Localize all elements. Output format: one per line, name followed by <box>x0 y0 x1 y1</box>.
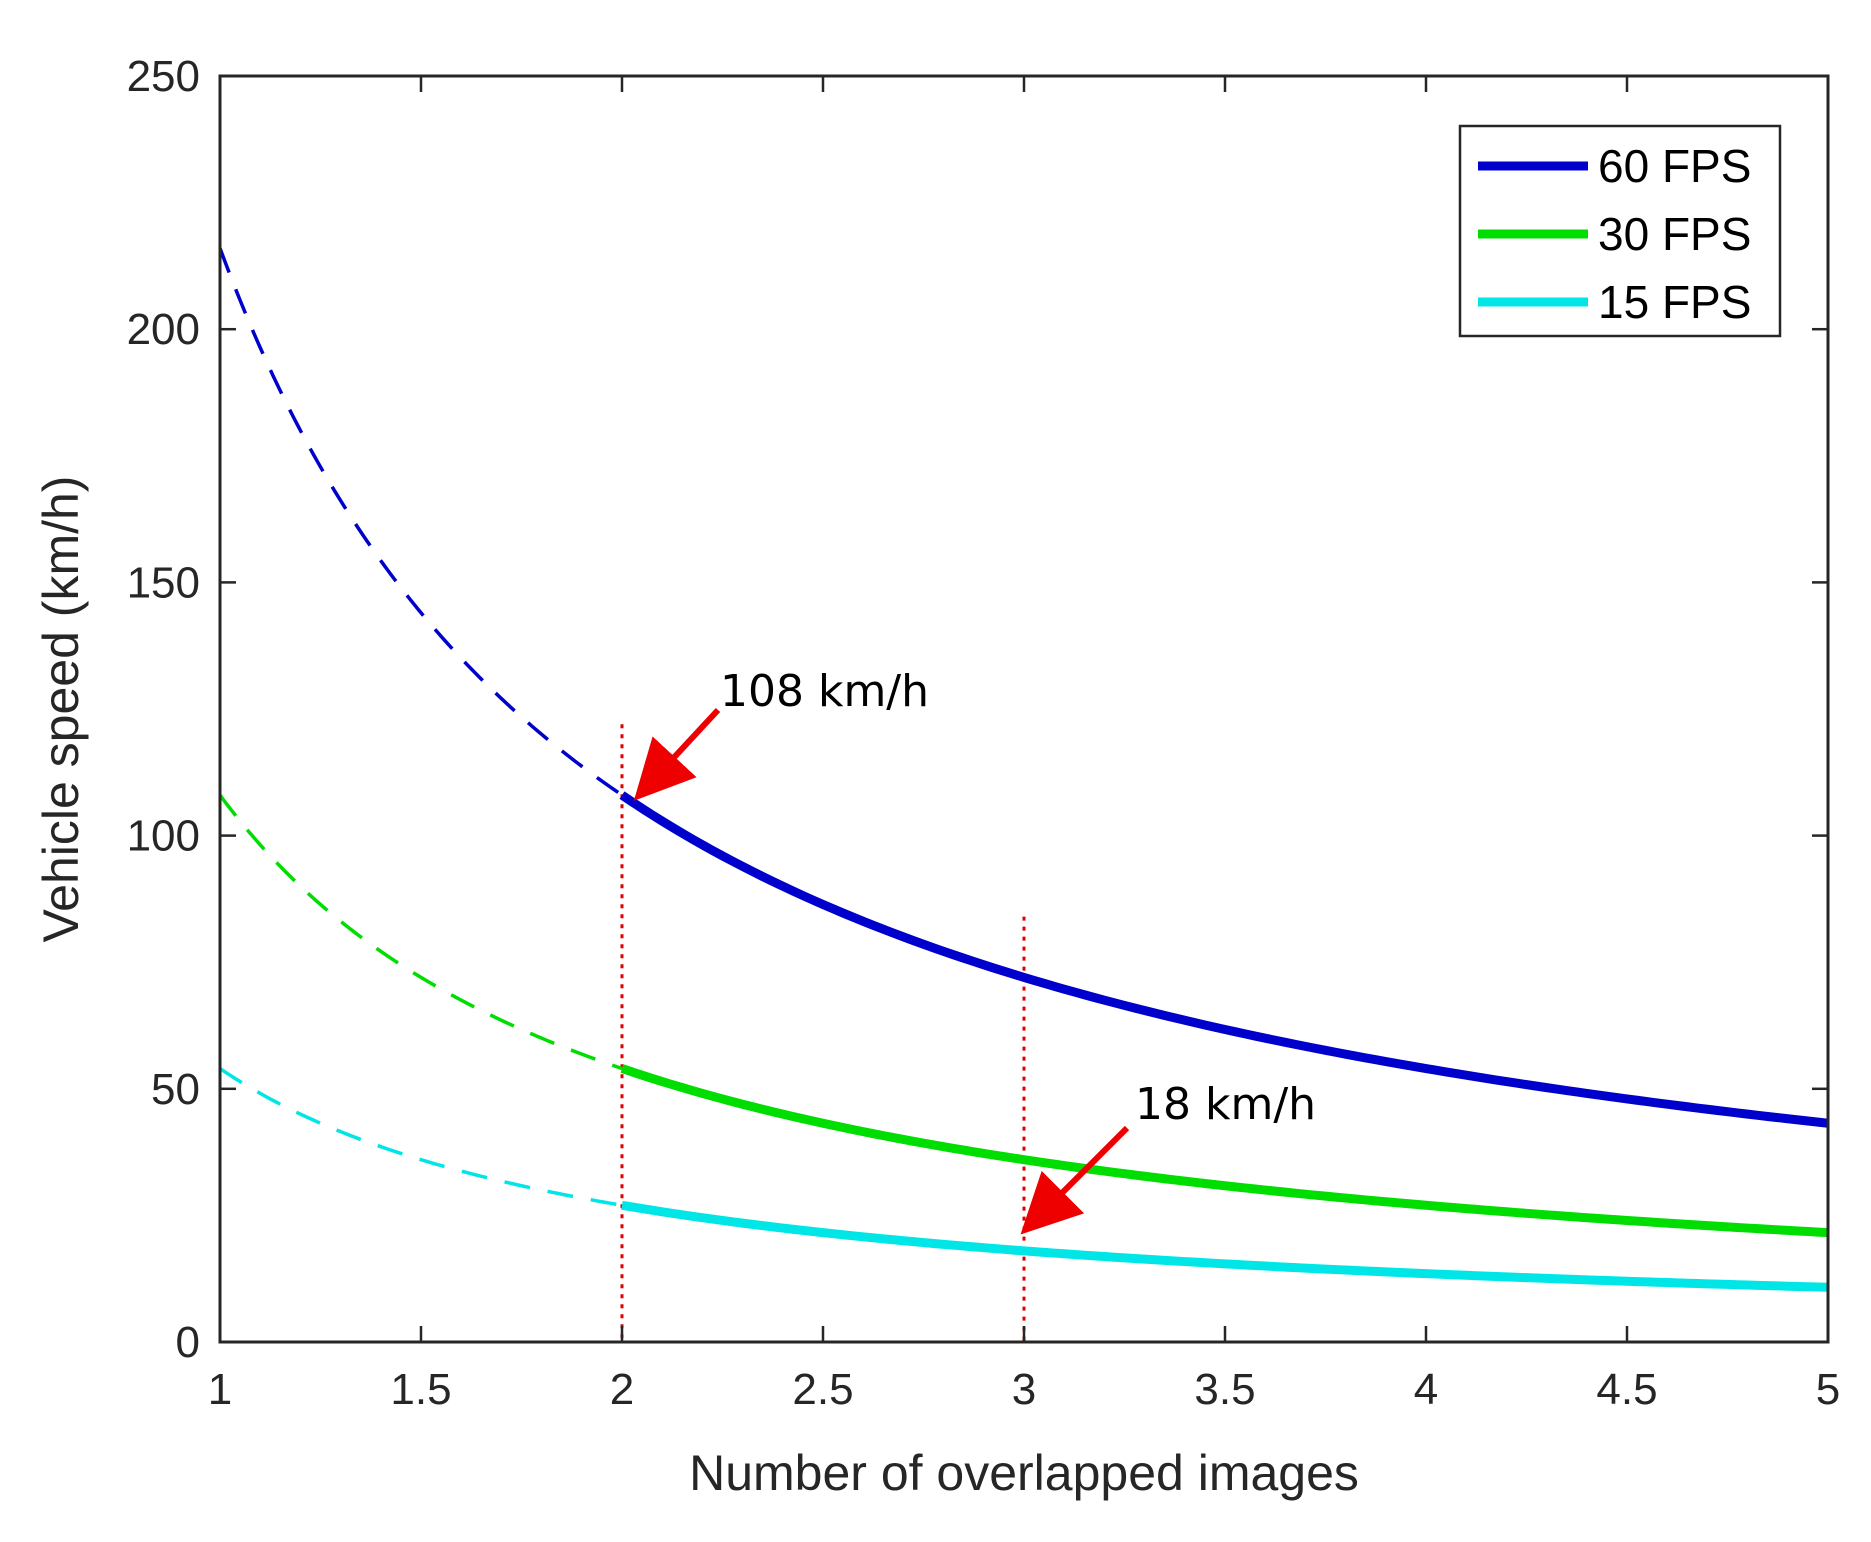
y-tick-label: 250 <box>127 52 200 101</box>
x-tick-label: 1.5 <box>390 1365 451 1414</box>
y-axis-title: Vehicle speed (km/h) <box>33 476 89 943</box>
x-tick-label: 1 <box>208 1365 232 1414</box>
x-tick-label: 4.5 <box>1596 1365 1657 1414</box>
legend-label: 15 FPS <box>1598 276 1751 328</box>
y-tick-labels: 0 50 100 150 200 250 <box>127 52 200 1367</box>
legend: 60 FPS 30 FPS 15 FPS <box>1458 124 1782 338</box>
legend-label: 60 FPS <box>1598 140 1751 192</box>
series-15-fps-dashed <box>219 1067 623 1207</box>
curves <box>218 247 1829 1292</box>
series-60-fps-dashed <box>218 247 623 797</box>
axis-ticks <box>218 74 1830 1344</box>
x-tick-label: 5 <box>1816 1365 1840 1414</box>
annotation-arrow <box>633 707 721 801</box>
series-15-fps-solid <box>621 1200 1829 1292</box>
annotation-label: 108 km/h <box>720 666 929 717</box>
y-tick-label: 50 <box>151 1065 200 1114</box>
y-tick-label: 100 <box>127 812 200 861</box>
y-tick-label: 200 <box>127 305 200 354</box>
series-30-fps-dashed <box>218 794 623 1071</box>
reference-lines <box>620 724 1026 1342</box>
series-60-fps-solid <box>619 791 1829 1128</box>
annotation-label: 18 km/h <box>1135 1079 1316 1130</box>
legend-label: 30 FPS <box>1598 208 1751 260</box>
x-tick-label: 2 <box>610 1365 634 1414</box>
x-tick-label: 4 <box>1414 1365 1438 1414</box>
series-30-fps-solid <box>620 1064 1829 1238</box>
y-tick-label: 150 <box>127 558 200 607</box>
annotation-arrow <box>1020 1125 1130 1235</box>
annotations: 108 km/h 18 km/h <box>633 666 1316 1235</box>
x-tick-label: 2.5 <box>792 1365 853 1414</box>
y-tick-label: 0 <box>176 1318 200 1367</box>
x-axis-title: Number of overlapped images <box>689 1445 1359 1501</box>
x-tick-label: 3.5 <box>1194 1365 1255 1414</box>
x-tick-labels: 1 1.5 2 2.5 3 3.5 4 4.5 5 <box>208 1365 1840 1414</box>
x-tick-label: 3 <box>1012 1365 1036 1414</box>
